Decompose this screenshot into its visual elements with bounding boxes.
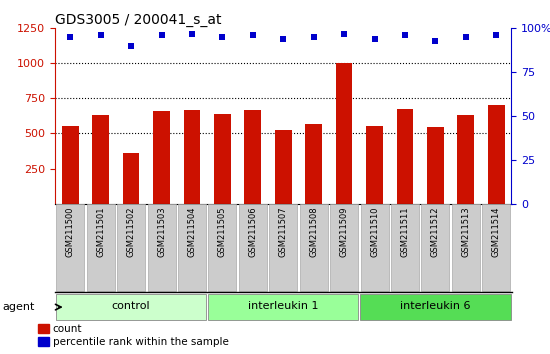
Text: GSM211510: GSM211510 [370, 206, 379, 257]
FancyBboxPatch shape [452, 205, 480, 291]
Point [218, 34, 227, 40]
Bar [62, 126, 79, 204]
FancyBboxPatch shape [360, 294, 510, 320]
Bar [427, 127, 444, 204]
Bar [244, 110, 261, 204]
Bar [366, 126, 383, 204]
Text: GSM211501: GSM211501 [96, 206, 105, 257]
Bar [92, 115, 109, 204]
Text: interleukin 1: interleukin 1 [248, 302, 318, 312]
Text: GSM211504: GSM211504 [188, 206, 196, 257]
Point [66, 34, 75, 40]
Bar [305, 124, 322, 204]
Bar [214, 114, 231, 204]
FancyBboxPatch shape [208, 205, 236, 291]
Text: GSM211513: GSM211513 [461, 206, 470, 257]
Text: GSM211507: GSM211507 [279, 206, 288, 257]
Text: GSM211505: GSM211505 [218, 206, 227, 257]
Legend: count, percentile rank within the sample: count, percentile rank within the sample [38, 324, 229, 347]
FancyBboxPatch shape [300, 205, 328, 291]
Bar [184, 110, 200, 204]
Point [492, 33, 500, 38]
Text: GSM211511: GSM211511 [400, 206, 410, 257]
FancyBboxPatch shape [391, 205, 419, 291]
Point [309, 34, 318, 40]
Point [188, 31, 196, 36]
FancyBboxPatch shape [208, 294, 359, 320]
FancyBboxPatch shape [56, 294, 206, 320]
Bar [123, 153, 140, 204]
Bar [153, 111, 170, 204]
Point [157, 33, 166, 38]
Point [249, 33, 257, 38]
Text: GSM211503: GSM211503 [157, 206, 166, 257]
FancyBboxPatch shape [330, 205, 358, 291]
Text: agent: agent [3, 302, 35, 312]
Text: GSM211502: GSM211502 [126, 206, 136, 257]
Text: GSM211509: GSM211509 [339, 206, 349, 257]
Text: GSM211512: GSM211512 [431, 206, 440, 257]
FancyBboxPatch shape [117, 205, 145, 291]
FancyBboxPatch shape [239, 205, 267, 291]
Bar [488, 105, 505, 204]
Bar [275, 130, 292, 204]
FancyBboxPatch shape [361, 205, 388, 291]
Point [96, 33, 105, 38]
Point [279, 36, 288, 42]
Text: GSM211514: GSM211514 [492, 206, 501, 257]
Text: control: control [112, 302, 150, 312]
Text: GSM211500: GSM211500 [65, 206, 75, 257]
Text: GSM211506: GSM211506 [248, 206, 257, 257]
FancyBboxPatch shape [87, 205, 114, 291]
Point [431, 38, 440, 44]
Point [370, 36, 379, 42]
FancyBboxPatch shape [270, 205, 297, 291]
Point [400, 33, 409, 38]
FancyBboxPatch shape [421, 205, 449, 291]
Text: GDS3005 / 200041_s_at: GDS3005 / 200041_s_at [55, 13, 222, 27]
FancyBboxPatch shape [56, 205, 84, 291]
FancyBboxPatch shape [178, 205, 206, 291]
Bar [397, 109, 414, 204]
Point [126, 43, 135, 48]
Bar [458, 115, 474, 204]
Point [340, 31, 349, 36]
FancyBboxPatch shape [147, 205, 175, 291]
Text: GSM211508: GSM211508 [309, 206, 318, 257]
Bar [336, 63, 353, 204]
Text: interleukin 6: interleukin 6 [400, 302, 471, 312]
FancyBboxPatch shape [482, 205, 510, 291]
Point [461, 34, 470, 40]
